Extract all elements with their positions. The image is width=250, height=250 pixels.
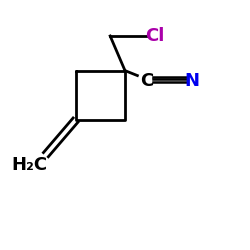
Text: C: C (140, 72, 153, 90)
Text: H₂C: H₂C (11, 156, 48, 174)
Text: N: N (184, 72, 199, 90)
Text: Cl: Cl (145, 27, 164, 45)
